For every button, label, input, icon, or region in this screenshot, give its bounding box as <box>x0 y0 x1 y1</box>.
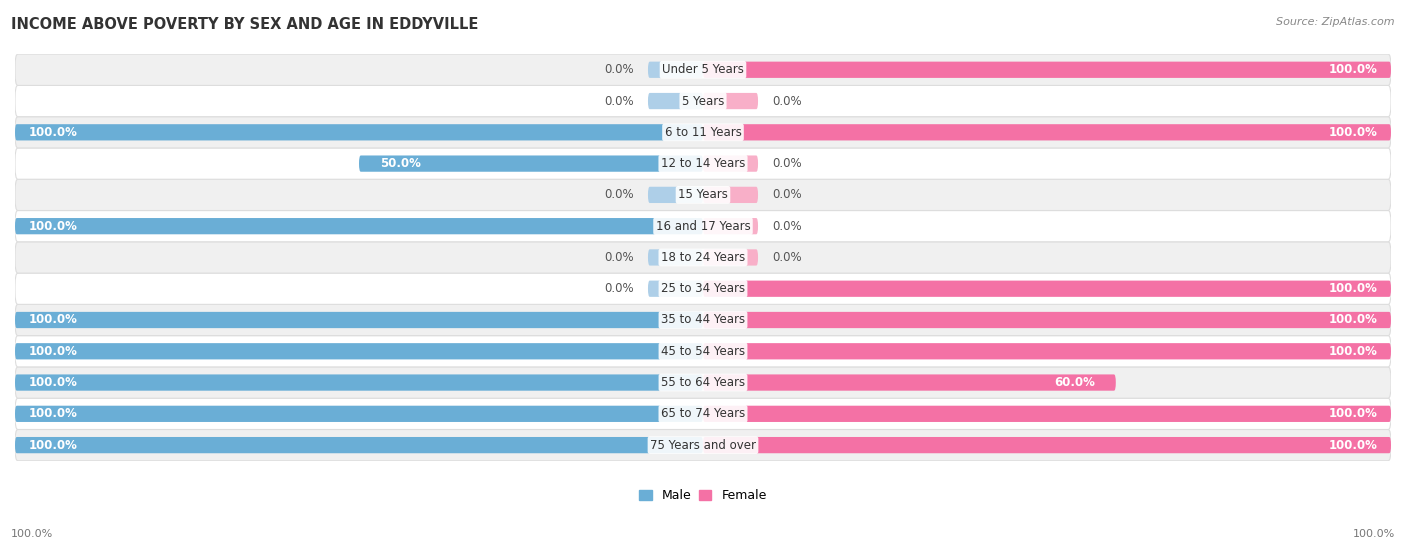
FancyBboxPatch shape <box>15 398 1391 429</box>
FancyBboxPatch shape <box>15 335 1391 367</box>
FancyBboxPatch shape <box>703 406 1391 422</box>
Text: 55 to 64 Years: 55 to 64 Years <box>661 376 745 389</box>
FancyBboxPatch shape <box>703 155 758 172</box>
FancyBboxPatch shape <box>15 211 1391 242</box>
Text: 100.0%: 100.0% <box>28 220 77 233</box>
FancyBboxPatch shape <box>15 218 703 234</box>
Text: 75 Years and over: 75 Years and over <box>650 439 756 452</box>
Text: 100.0%: 100.0% <box>1329 408 1378 420</box>
Text: INCOME ABOVE POVERTY BY SEX AND AGE IN EDDYVILLE: INCOME ABOVE POVERTY BY SEX AND AGE IN E… <box>11 17 478 32</box>
Text: 0.0%: 0.0% <box>605 251 634 264</box>
FancyBboxPatch shape <box>15 273 1391 304</box>
Text: 0.0%: 0.0% <box>605 282 634 295</box>
FancyBboxPatch shape <box>359 155 703 172</box>
FancyBboxPatch shape <box>15 86 1391 117</box>
Text: 0.0%: 0.0% <box>772 157 801 170</box>
FancyBboxPatch shape <box>648 187 703 203</box>
Text: 16 and 17 Years: 16 and 17 Years <box>655 220 751 233</box>
FancyBboxPatch shape <box>15 148 1391 179</box>
Text: 45 to 54 Years: 45 to 54 Years <box>661 345 745 358</box>
Text: 100.0%: 100.0% <box>28 439 77 452</box>
FancyBboxPatch shape <box>15 367 1391 398</box>
FancyBboxPatch shape <box>15 437 703 453</box>
FancyBboxPatch shape <box>703 375 1116 391</box>
Text: 0.0%: 0.0% <box>605 63 634 76</box>
FancyBboxPatch shape <box>703 61 1391 78</box>
FancyBboxPatch shape <box>648 249 703 266</box>
FancyBboxPatch shape <box>15 242 1391 273</box>
FancyBboxPatch shape <box>15 54 1391 86</box>
Text: 25 to 34 Years: 25 to 34 Years <box>661 282 745 295</box>
FancyBboxPatch shape <box>15 304 1391 335</box>
Text: 100.0%: 100.0% <box>1329 282 1378 295</box>
Text: 100.0%: 100.0% <box>1329 439 1378 452</box>
Text: 100.0%: 100.0% <box>28 314 77 326</box>
FancyBboxPatch shape <box>15 429 1391 461</box>
FancyBboxPatch shape <box>15 312 703 328</box>
FancyBboxPatch shape <box>15 124 703 140</box>
FancyBboxPatch shape <box>703 124 1391 140</box>
Text: 100.0%: 100.0% <box>1329 345 1378 358</box>
Text: 15 Years: 15 Years <box>678 188 728 201</box>
Text: 18 to 24 Years: 18 to 24 Years <box>661 251 745 264</box>
Text: 12 to 14 Years: 12 to 14 Years <box>661 157 745 170</box>
Text: 100.0%: 100.0% <box>1329 63 1378 76</box>
Text: 6 to 11 Years: 6 to 11 Years <box>665 126 741 139</box>
FancyBboxPatch shape <box>703 312 1391 328</box>
FancyBboxPatch shape <box>15 406 703 422</box>
Text: 0.0%: 0.0% <box>605 94 634 107</box>
FancyBboxPatch shape <box>648 281 703 297</box>
FancyBboxPatch shape <box>15 117 1391 148</box>
FancyBboxPatch shape <box>703 187 758 203</box>
FancyBboxPatch shape <box>703 249 758 266</box>
Text: 60.0%: 60.0% <box>1054 376 1095 389</box>
Text: 100.0%: 100.0% <box>28 408 77 420</box>
FancyBboxPatch shape <box>648 93 703 109</box>
FancyBboxPatch shape <box>703 437 1391 453</box>
Legend: Male, Female: Male, Female <box>634 484 772 508</box>
Text: 0.0%: 0.0% <box>605 188 634 201</box>
FancyBboxPatch shape <box>703 218 758 234</box>
Text: 100.0%: 100.0% <box>1329 126 1378 139</box>
Text: 100.0%: 100.0% <box>1329 314 1378 326</box>
Text: 5 Years: 5 Years <box>682 94 724 107</box>
Text: 100.0%: 100.0% <box>1353 529 1395 539</box>
Text: 100.0%: 100.0% <box>28 345 77 358</box>
FancyBboxPatch shape <box>703 343 1391 359</box>
FancyBboxPatch shape <box>703 281 1391 297</box>
Text: 35 to 44 Years: 35 to 44 Years <box>661 314 745 326</box>
Text: 100.0%: 100.0% <box>11 529 53 539</box>
Text: 0.0%: 0.0% <box>772 251 801 264</box>
FancyBboxPatch shape <box>703 93 758 109</box>
Text: Source: ZipAtlas.com: Source: ZipAtlas.com <box>1277 17 1395 27</box>
FancyBboxPatch shape <box>648 61 703 78</box>
Text: 0.0%: 0.0% <box>772 220 801 233</box>
Text: Under 5 Years: Under 5 Years <box>662 63 744 76</box>
Text: 0.0%: 0.0% <box>772 94 801 107</box>
Text: 100.0%: 100.0% <box>28 126 77 139</box>
FancyBboxPatch shape <box>15 343 703 359</box>
Text: 0.0%: 0.0% <box>772 188 801 201</box>
FancyBboxPatch shape <box>15 375 703 391</box>
Text: 50.0%: 50.0% <box>380 157 420 170</box>
FancyBboxPatch shape <box>15 179 1391 211</box>
Text: 100.0%: 100.0% <box>28 376 77 389</box>
Text: 65 to 74 Years: 65 to 74 Years <box>661 408 745 420</box>
